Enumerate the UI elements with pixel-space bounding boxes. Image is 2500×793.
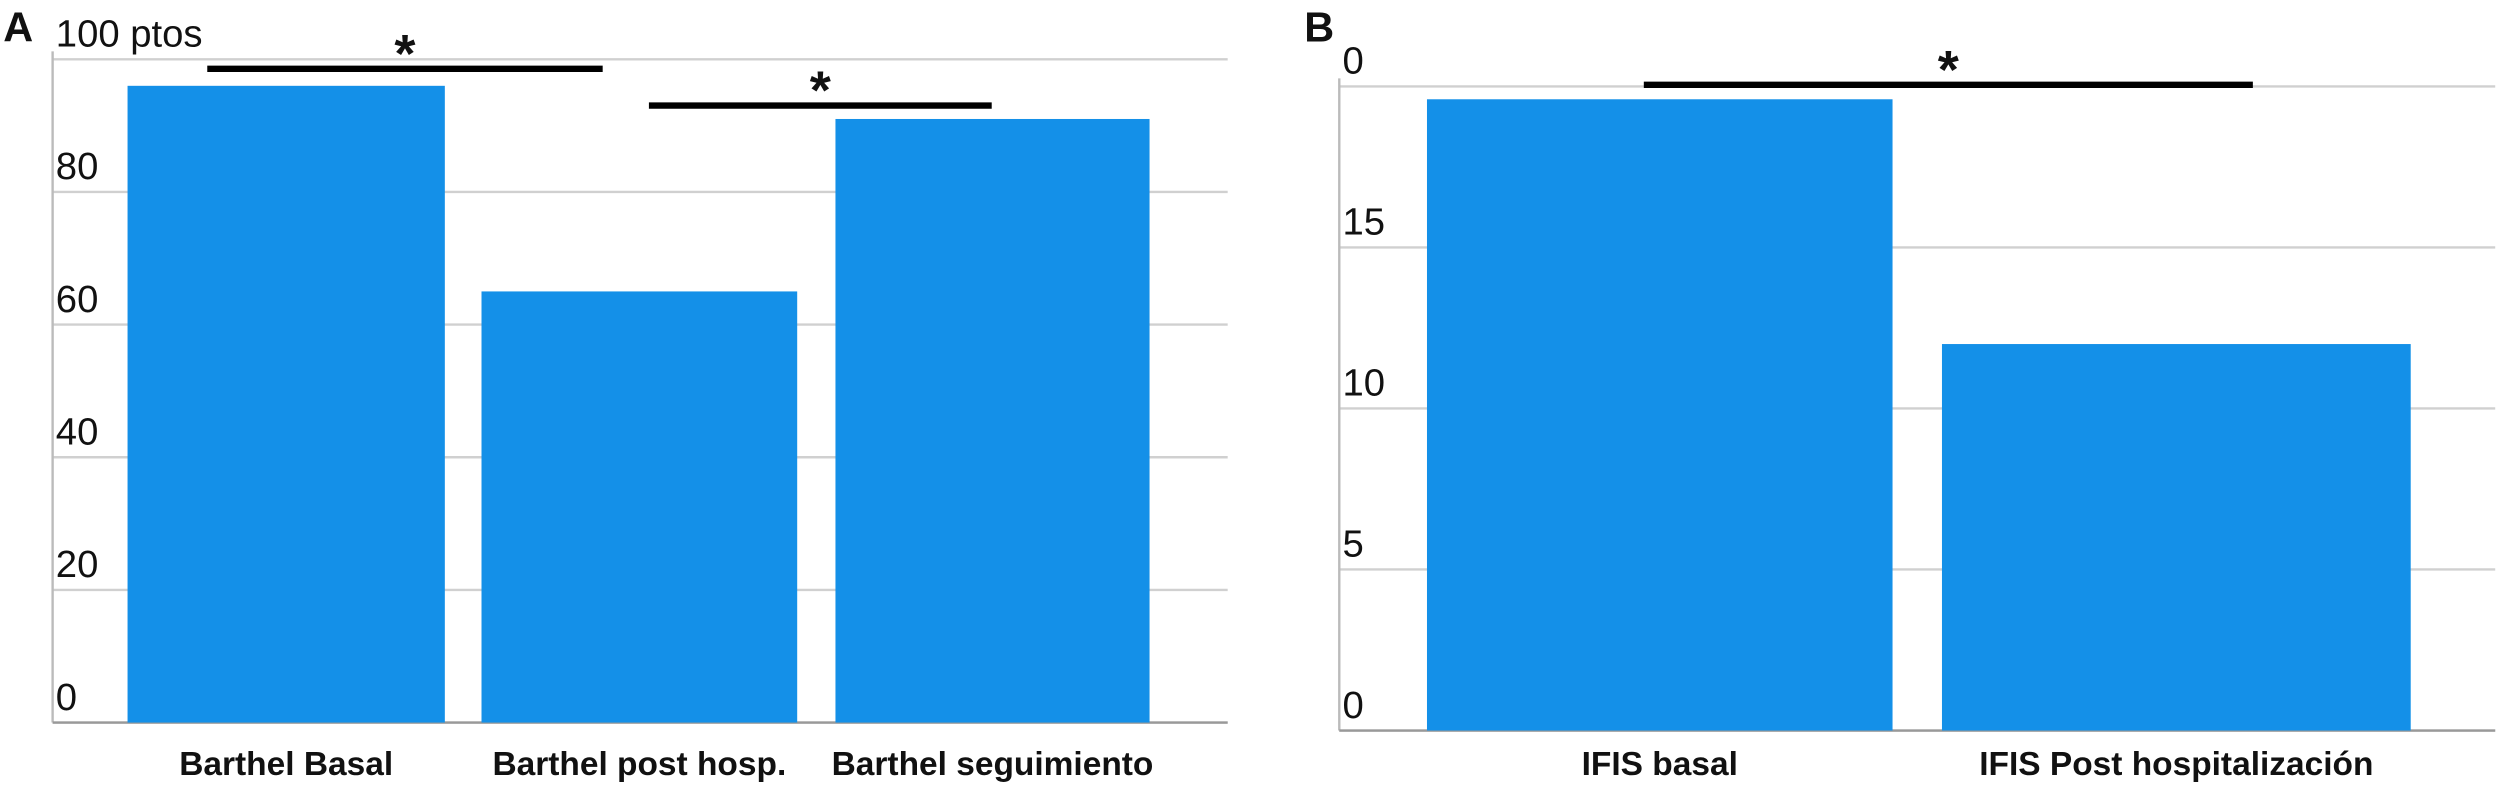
y-tick-label: 10	[1342, 362, 1385, 405]
y-tick-label: 0	[1342, 684, 1363, 727]
x-tick-label: IFIS basal	[1582, 746, 1738, 783]
bar	[835, 118, 1150, 723]
x-tick-label: IFIS Post hospitalización	[1979, 746, 2373, 783]
y-tick-label: 20	[56, 543, 99, 586]
x-tick-label: Barthel post hosp.	[492, 746, 786, 783]
y-tick-label: 100 ptos	[56, 13, 203, 56]
bar	[1941, 344, 2411, 731]
y-tick-label: 15	[1342, 201, 1385, 244]
y-tick-label: 0	[56, 676, 77, 719]
x-tick-label: Barthel Basal	[179, 746, 393, 783]
significance-star: *	[810, 61, 832, 121]
bar	[127, 85, 445, 723]
significance-star: *	[1938, 40, 1960, 100]
y-tick-label: 40	[56, 410, 99, 453]
bar	[481, 291, 798, 723]
panel-label: B	[1304, 4, 1334, 51]
y-tick-label: 0	[1342, 40, 1363, 83]
significance-star: *	[394, 24, 416, 84]
bar	[1426, 99, 1893, 731]
x-tick-label: Barthel seguimiento	[832, 746, 1154, 783]
y-tick-label: 60	[56, 278, 99, 321]
y-tick-label: 5	[1342, 523, 1363, 566]
y-tick-label: 80	[56, 145, 99, 188]
panel-label: A	[3, 4, 33, 51]
